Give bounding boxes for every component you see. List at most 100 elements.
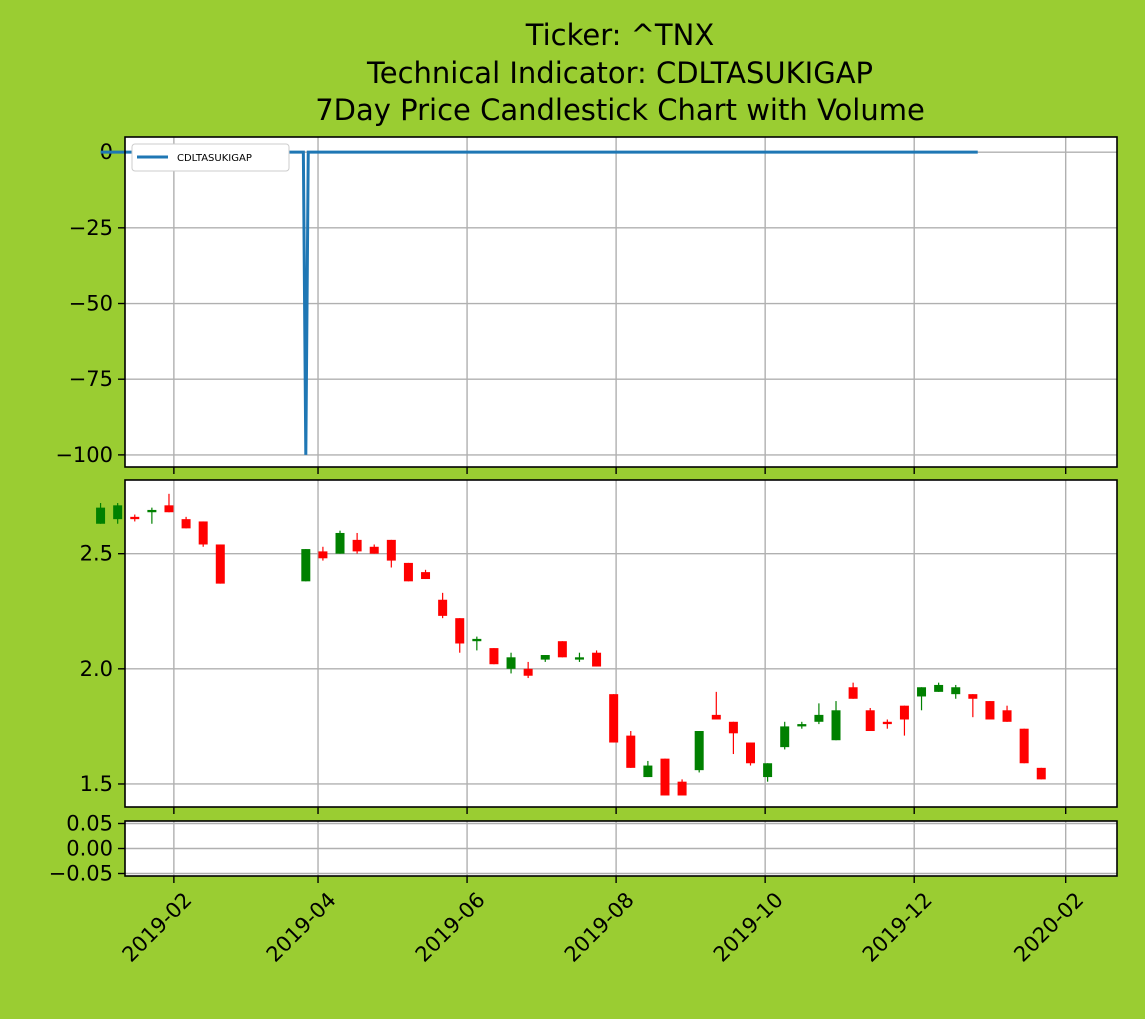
candle xyxy=(797,721,807,729)
y-tick-label: −0.05 xyxy=(49,862,113,886)
candle-body-down xyxy=(1002,710,1012,722)
candle-body-down xyxy=(745,742,755,764)
candle-body-up xyxy=(472,638,482,642)
candle-body-down xyxy=(592,652,602,667)
candle-body-down xyxy=(438,599,448,616)
candle xyxy=(745,742,755,766)
candle-body-up xyxy=(506,657,516,669)
chart-title: Ticker: ^TNX Technical Indicator: CDLTAS… xyxy=(315,18,925,127)
candle-body-up xyxy=(96,507,106,524)
candle-body-up xyxy=(797,724,807,727)
candle xyxy=(455,618,465,653)
candle-body-down xyxy=(899,705,909,720)
candle xyxy=(113,503,123,524)
candle xyxy=(523,661,533,679)
x-tick-label: 2019-10 xyxy=(709,888,788,967)
candle-body-down xyxy=(369,546,379,554)
candle xyxy=(814,703,824,725)
y-tick-label: 0.05 xyxy=(66,812,113,836)
y-tick-label: −50 xyxy=(69,292,113,316)
y-tick-label: −75 xyxy=(69,367,113,391)
candle-body-down xyxy=(386,539,396,561)
legend-label: CDLTASUKIGAP xyxy=(177,153,252,164)
candle-body-down xyxy=(609,694,619,743)
candle xyxy=(198,521,208,547)
candle xyxy=(763,763,773,782)
candle xyxy=(899,705,909,736)
candle xyxy=(985,701,995,720)
volume-x-axis: 2019-02 2019-04 2019-06 2019-08 2019-10 2019-… xyxy=(118,876,1088,967)
x-tick-label: 2019-12 xyxy=(858,888,937,967)
candle xyxy=(215,544,225,584)
volume-y-axis: 0.050.00−0.05 xyxy=(49,812,125,886)
candle-body-down xyxy=(164,505,174,513)
candle-body-up xyxy=(814,714,824,722)
candle xyxy=(643,760,653,778)
candle-body-down xyxy=(1019,728,1029,764)
x-tick-label: 2019-08 xyxy=(560,888,639,967)
candle xyxy=(301,549,311,582)
candle-body-down xyxy=(130,516,140,520)
candle-body-up xyxy=(917,687,927,697)
candle xyxy=(96,503,106,524)
indicator-plot-area xyxy=(125,137,1117,467)
candle-body-down xyxy=(660,758,670,796)
candle xyxy=(968,694,978,718)
candle-body-up xyxy=(574,657,584,660)
legend-box xyxy=(131,143,290,172)
y-tick-label: 1.5 xyxy=(80,772,113,796)
candle-body-up xyxy=(335,532,345,554)
candle-body-down xyxy=(728,721,738,734)
candle-body-down xyxy=(352,539,362,552)
candle-body-down xyxy=(403,562,413,582)
candle xyxy=(951,684,961,699)
candle-body-up xyxy=(147,509,157,513)
candle-body-down xyxy=(968,694,978,699)
candle-body-down xyxy=(318,551,328,559)
y-tick-label: 2.0 xyxy=(80,657,113,681)
candle xyxy=(506,652,516,674)
candle xyxy=(694,731,704,773)
volume-panel: 0.050.00−0.05 2019-02 2019-04 2019-06 2019-… xyxy=(49,812,1118,967)
candle xyxy=(660,758,670,796)
candle-body-down xyxy=(626,735,636,768)
volume-grid xyxy=(125,821,1117,876)
candle xyxy=(130,514,140,522)
candle-body-up xyxy=(540,655,550,660)
candle xyxy=(831,701,841,741)
x-tick-label: 2019-06 xyxy=(411,888,490,967)
candle-body-down xyxy=(711,714,721,720)
title-line-2: Technical Indicator: CDLTASUKIGAP xyxy=(366,56,873,90)
candle xyxy=(164,493,174,513)
candle xyxy=(147,507,157,524)
candle xyxy=(780,721,790,750)
indicator-x-ticks xyxy=(173,467,1067,474)
candle xyxy=(728,721,738,755)
price-y-axis: 1.5 2.0 2.5 xyxy=(80,542,125,796)
y-tick-label: 2.5 xyxy=(80,542,113,566)
candle xyxy=(557,641,567,658)
y-tick-label: −100 xyxy=(55,443,113,467)
candle-body-down xyxy=(1036,767,1046,780)
candle xyxy=(369,544,379,554)
candle xyxy=(626,731,636,768)
candle xyxy=(592,650,602,667)
candle xyxy=(472,636,482,651)
candle xyxy=(489,648,499,665)
candle xyxy=(1036,767,1046,780)
candle-body-down xyxy=(985,701,995,720)
candle xyxy=(677,779,687,796)
candle-body-down xyxy=(677,781,687,796)
chart-legend: CDLTASUKIGAP xyxy=(131,143,290,172)
candle xyxy=(848,682,858,699)
candle-body-down xyxy=(523,668,533,676)
candle-body-up xyxy=(763,763,773,778)
candle xyxy=(352,532,362,554)
candle-body-down xyxy=(455,618,465,644)
candle xyxy=(609,694,619,743)
price-frame xyxy=(124,479,1118,808)
x-tick-label: 2020-02 xyxy=(1009,888,1088,967)
candle-body-down xyxy=(215,544,225,584)
candle-body-up xyxy=(934,684,944,692)
